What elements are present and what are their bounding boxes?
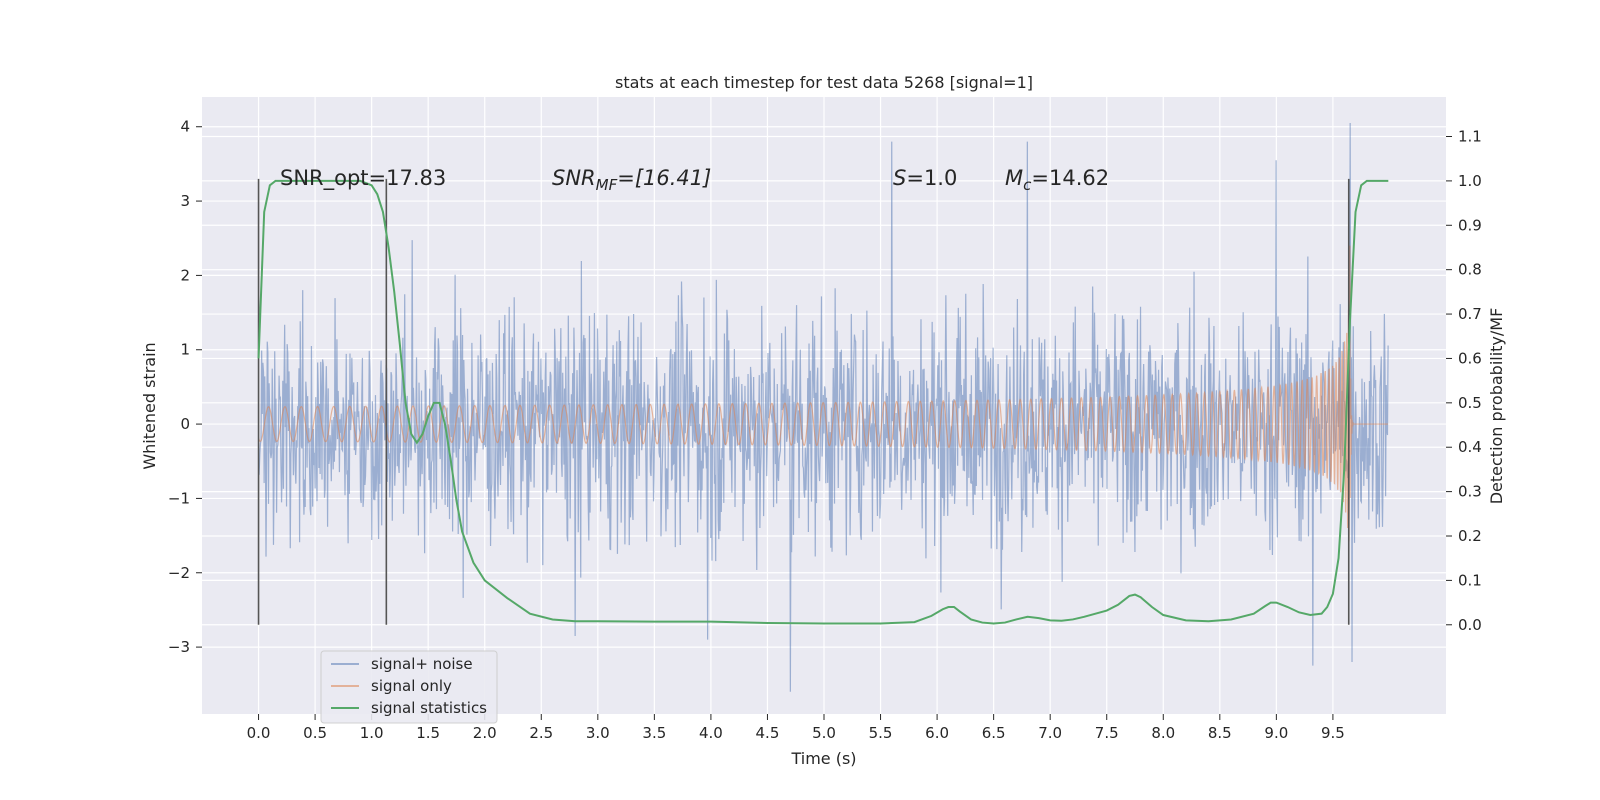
x-tick-label: 2.5 [529,724,553,742]
y2-tick-label: 0.3 [1458,483,1482,501]
x-tick-label: 7.5 [1095,724,1119,742]
y-tick-label: −3 [168,638,190,656]
annotation-snr-mf-label: SNR [552,166,596,190]
x-tick-label: 3.5 [642,724,666,742]
legend-label-signal-only: signal only [371,677,452,695]
chart-title: stats at each timestep for test data 526… [615,73,1033,92]
signal-statistics-series [257,179,1389,625]
x-tick-label: 9.5 [1321,724,1345,742]
y-tick-label: 1 [180,341,190,359]
annotation-s-value: =1.0 [906,166,957,190]
x-tick-label: 8.5 [1208,724,1232,742]
signal-statistics-line [257,179,1389,625]
annotation-mc-value: =14.62 [1031,166,1109,190]
x-tick-label: 1.5 [416,724,440,742]
y2-tick-label: 0.1 [1458,571,1482,589]
legend-label-signal-statistics: signal statistics [371,699,487,717]
y2-tick-label: 0.4 [1458,438,1482,456]
x-tick-label: 6.5 [982,724,1006,742]
x-tick-label: 5.0 [812,724,836,742]
x-tick-label: 1.0 [360,724,384,742]
annotation-mc: Mc=14.62 [1005,166,1109,194]
x-axis-ticks: 0.0 0.5 1.0 1.5 2.0 2.5 3.0 3.5 4.0 4.5 5.0 5.5 6.0 6… [247,714,1345,742]
x-tick-label: 8.0 [1151,724,1175,742]
signal-only-line [257,245,1389,542]
x-tick-label: 5.5 [869,724,893,742]
x-tick-label: 4.5 [756,724,780,742]
y2-axis-ticks: 0.0 0.1 0.2 0.3 0.4 0.5 0.6 0.7 0.8 0.9 1.0 1.1 [1446,128,1482,634]
legend-label-signal-noise: signal+ noise [371,655,473,673]
x-tick-label: 0.0 [247,724,271,742]
y-tick-label: 4 [180,118,190,136]
annotation-s: S=1.0 [893,166,957,190]
y2-tick-label: 0.6 [1458,349,1482,367]
y2-tick-label: 0.2 [1458,527,1482,545]
y-tick-label: −1 [168,489,190,507]
x-tick-label: 4.0 [699,724,723,742]
signal-noise-series [258,123,1389,692]
y-tick-label: 3 [180,192,190,210]
signal-noise-line [258,123,1389,692]
legend-box [320,650,498,724]
x-tick-label: 7.0 [1038,724,1062,742]
vertical-markers [257,178,1350,625]
y2-tick-label: 1.0 [1458,172,1482,190]
y-tick-label: 2 [180,266,190,284]
annotation-mc-sub: c [1023,176,1032,194]
x-tick-label: 6.0 [925,724,949,742]
x-tick-label: 9.0 [1264,724,1288,742]
y2-tick-label: 0.0 [1458,616,1482,634]
y-tick-label: 0 [180,415,190,433]
annotation-snr-mf-sub: MF [596,176,618,194]
y2-tick-label: 1.1 [1458,128,1482,146]
x-tick-label: 2.0 [473,724,497,742]
y2-tick-label: 0.7 [1458,305,1482,323]
annotation-s-label: S [893,166,906,190]
annotation-mc-label: M [1005,166,1023,190]
annotation-snr-opt: SNR_opt=17.83 [280,166,446,191]
legend: signal+ noise signal only signal statist… [320,650,498,724]
y2-tick-label: 0.8 [1458,261,1482,279]
signal-only-series [257,245,1389,542]
y2-axis-label: Detection probability/MF [1487,308,1506,505]
y-tick-label: −2 [168,564,190,582]
y2-tick-label: 0.9 [1458,216,1482,234]
annotation-snr-mf: SNRMF=[16.41] [552,166,711,194]
y-axis-label: Whitened strain [140,342,159,469]
x-axis-label: Time (s) [790,749,856,768]
x-tick-label: 3.0 [586,724,610,742]
annotation-snr-mf-value: =[16.41] [617,166,711,190]
x-tick-label: 0.5 [303,724,327,742]
y2-tick-label: 0.5 [1458,394,1482,412]
y-axis-ticks: −3 −2 −1 0 1 2 3 4 [168,118,202,656]
